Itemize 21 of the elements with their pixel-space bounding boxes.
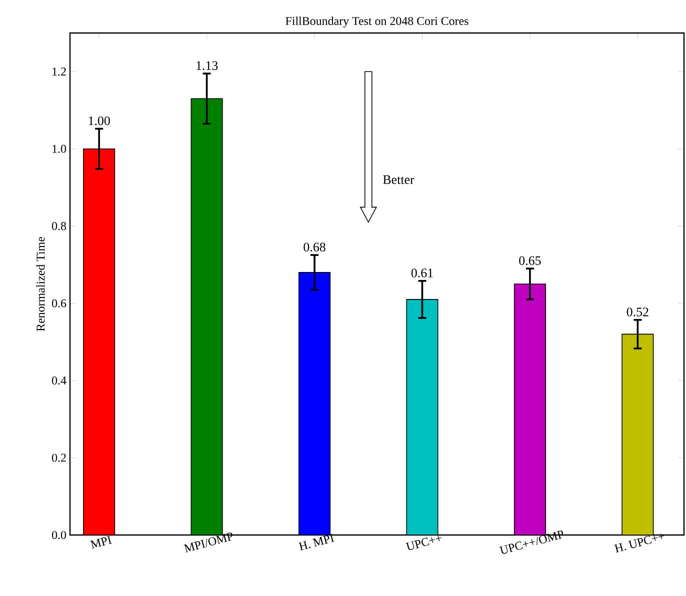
- data-label: 0.52: [626, 308, 648, 316]
- y-tick-label: 1.0: [52, 144, 66, 153]
- y-tick-label: 0.6: [52, 299, 66, 308]
- chart-title: FillBoundary Test on 2048 Cori Cores: [286, 16, 468, 28]
- data-label: 0.68: [304, 242, 326, 252]
- y-tick-label: 0.2: [52, 454, 66, 462]
- data-label: 1.13: [196, 61, 218, 70]
- y-tick-label: 0.4: [52, 376, 66, 385]
- x-tick-label: H. MPI: [298, 534, 334, 551]
- data-label: 1.00: [88, 116, 110, 126]
- x-tick-label: MPI/OMP: [184, 532, 232, 552]
- data-label: 0.61: [411, 268, 433, 278]
- data-label: 0.65: [519, 256, 541, 266]
- y-axis-title: Renormalized Time: [36, 236, 45, 332]
- x-tick-label: H. UPC++: [614, 534, 664, 553]
- x-tick-label: UPC++: [406, 536, 442, 550]
- y-tick-label: 0.8: [52, 222, 66, 230]
- y-tick-label: 0.0: [52, 530, 66, 540]
- y-tick-label: 1.2: [52, 68, 66, 76]
- x-tick-label: MPI: [90, 536, 112, 549]
- annotation: Better: [383, 175, 414, 184]
